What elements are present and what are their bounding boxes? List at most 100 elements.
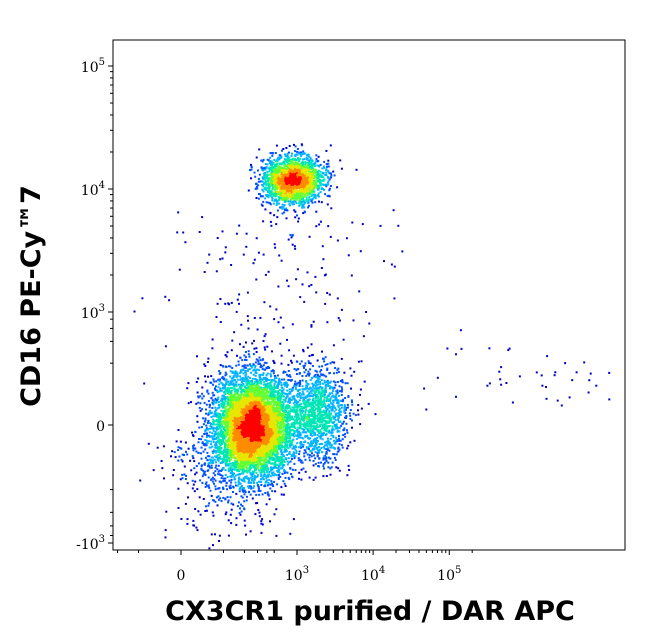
event-dot [211,401,214,404]
event-dot [231,380,234,383]
event-dot [238,394,241,397]
event-dot [256,461,259,464]
event-dot [278,424,281,427]
event-dot [249,399,252,402]
event-dot [272,359,275,362]
event-dot [250,366,253,369]
event-dot [263,397,266,400]
event-dot [215,409,217,411]
event-dot [242,399,245,402]
event-dot [284,400,287,403]
event-dot [275,400,278,403]
event-dot [211,445,214,448]
event-dot [231,418,234,420]
event-dot [277,422,280,424]
event-dot [228,401,231,403]
event-dot [229,380,232,383]
event-dot [184,478,187,480]
event-dot [222,410,225,413]
event-dot [255,444,258,447]
event-dot [199,409,202,412]
event-dot [252,473,255,476]
event-dot [282,370,285,373]
event-dot [246,364,249,367]
event-dot [286,415,289,418]
event-dot [264,368,267,371]
event-dot [283,441,286,444]
event-dot [220,425,223,428]
event-dot [261,476,264,479]
event-dot [225,417,228,420]
event-dot [257,485,260,488]
event-dot [233,416,236,419]
event-dot [208,411,211,414]
event-dot [272,370,275,372]
event-dot [226,402,229,405]
event-dot [239,431,242,434]
event-dot [241,472,244,474]
event-dot [221,452,224,455]
event-dot [222,417,225,420]
event-dot [274,414,277,417]
event-dot [249,384,251,387]
event-dot [281,401,284,403]
event-dot [286,414,289,417]
event-dot [262,427,265,430]
event-dot [245,402,248,405]
event-dot [260,468,262,471]
event-dot [257,443,260,446]
event-dot [271,468,274,471]
event-dot [214,427,217,430]
event-dot [235,468,238,471]
event-dot [285,397,288,399]
event-dot [280,401,283,404]
event-dot [310,414,313,417]
event-dot [244,476,247,478]
event-dot [244,396,247,399]
event-dot [253,485,256,488]
event-dot [268,394,271,397]
event-dot [271,414,274,417]
event-dot [236,402,239,405]
event-dot [248,390,251,392]
event-dot [235,417,238,420]
event-dot [276,442,279,445]
event-dot [265,374,268,377]
event-dot [204,432,206,435]
event-dot [221,399,224,402]
event-dot [214,437,217,440]
event-dot [217,464,220,467]
event-dot [223,410,226,413]
event-dot [307,370,310,373]
event-dot [236,354,238,357]
event-dot [250,381,253,384]
event-dot [219,430,222,433]
event-dot [228,460,231,463]
event-dot [198,426,201,429]
event-dot [204,417,207,420]
event-dot [283,446,286,449]
event-dot [223,404,226,406]
event-dot [268,411,271,414]
event-dot [241,378,244,381]
event-dot [243,458,246,461]
event-dot [278,383,281,386]
event-dot [261,449,264,452]
event-dot [231,427,234,430]
event-dot [258,454,261,457]
event-dot [256,389,259,392]
event-dot [257,489,260,492]
event-dot [218,419,221,422]
event-dot [286,384,289,386]
event-dot [242,380,245,383]
event-dot [260,474,263,477]
event-dot [264,410,267,413]
event-dot [192,447,195,450]
event-dot [248,368,251,370]
event-dot [250,415,253,417]
event-dot [285,419,288,422]
event-dot [285,431,288,434]
event-dot [228,389,231,392]
event-dot [213,410,216,413]
event-dot [233,472,235,475]
